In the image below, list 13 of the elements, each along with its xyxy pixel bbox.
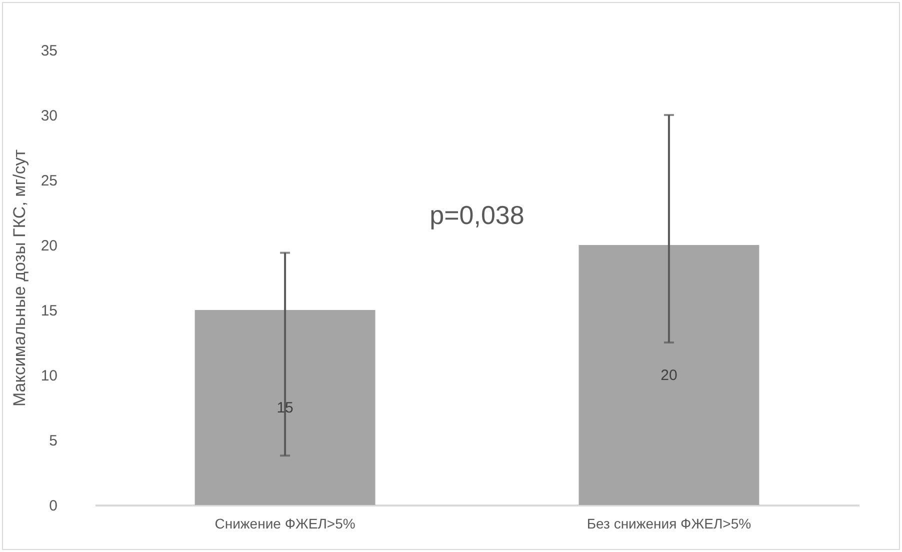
- y-tick-label: 20: [40, 238, 58, 254]
- data-label: 20: [660, 367, 678, 384]
- y-tick-label: 5: [49, 432, 58, 450]
- y-tick-label: 15: [40, 302, 58, 320]
- y-tick-label: 25: [40, 172, 58, 190]
- y-tick-label: 10: [40, 368, 58, 384]
- y-tick-label: 0: [49, 498, 58, 514]
- annotation: p=0,038: [430, 200, 524, 230]
- y-axis-title: Максимальные дозы ГКС, мг/сут: [10, 149, 29, 407]
- y-tick-label: 35: [40, 42, 58, 60]
- x-tick-label: Снижение ФЖЕЛ>5%: [214, 516, 356, 532]
- y-tick-label: 30: [40, 108, 58, 124]
- x-tick-label: Без снижения ФЖЕЛ>5%: [586, 516, 752, 532]
